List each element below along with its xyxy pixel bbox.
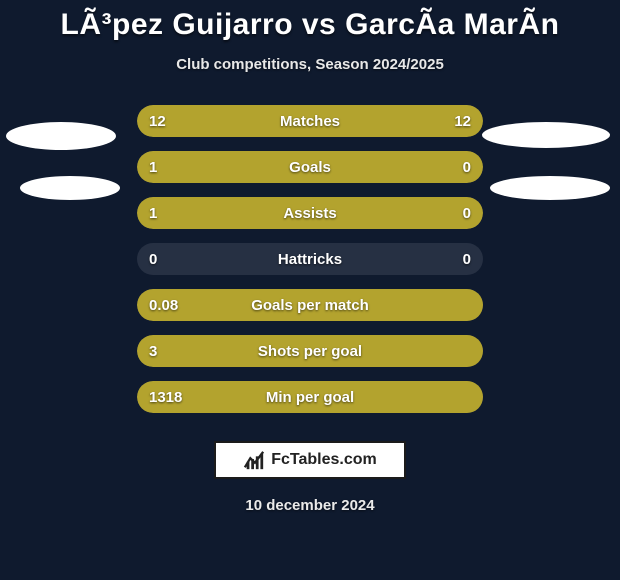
stat-row: 0Hattricks0	[137, 243, 483, 275]
stat-row: 1Goals0	[137, 151, 483, 183]
stat-row: 1318Min per goal	[137, 381, 483, 413]
stat-label: Shots per goal	[137, 335, 483, 367]
brand-text: FcTables.com	[271, 451, 377, 469]
stat-label: Assists	[137, 197, 483, 229]
chart-icon	[243, 449, 265, 471]
stats-rows: 12Matches121Goals01Assists00Hattricks00.…	[137, 105, 483, 413]
stat-value-right: 0	[463, 243, 471, 275]
stat-label: Min per goal	[137, 381, 483, 413]
decorative-ellipse	[6, 122, 116, 150]
page-title: LÃ³pez Guijarro vs GarcÃ­a MarÃ­n	[0, 0, 620, 42]
decorative-ellipse	[482, 122, 610, 148]
stat-row: 3Shots per goal	[137, 335, 483, 367]
date-label: 10 december 2024	[0, 497, 620, 514]
stat-label: Goals	[137, 151, 483, 183]
decorative-ellipse	[20, 176, 120, 200]
stat-row: 0.08Goals per match	[137, 289, 483, 321]
stat-label: Goals per match	[137, 289, 483, 321]
decorative-ellipse	[490, 176, 610, 200]
stat-value-right: 0	[463, 151, 471, 183]
stat-row: 1Assists0	[137, 197, 483, 229]
stat-label: Hattricks	[137, 243, 483, 275]
stat-row: 12Matches12	[137, 105, 483, 137]
stat-value-right: 0	[463, 197, 471, 229]
subtitle: Club competitions, Season 2024/2025	[0, 56, 620, 73]
stat-label: Matches	[137, 105, 483, 137]
stat-value-right: 12	[454, 105, 471, 137]
brand-logo: FcTables.com	[214, 441, 406, 479]
